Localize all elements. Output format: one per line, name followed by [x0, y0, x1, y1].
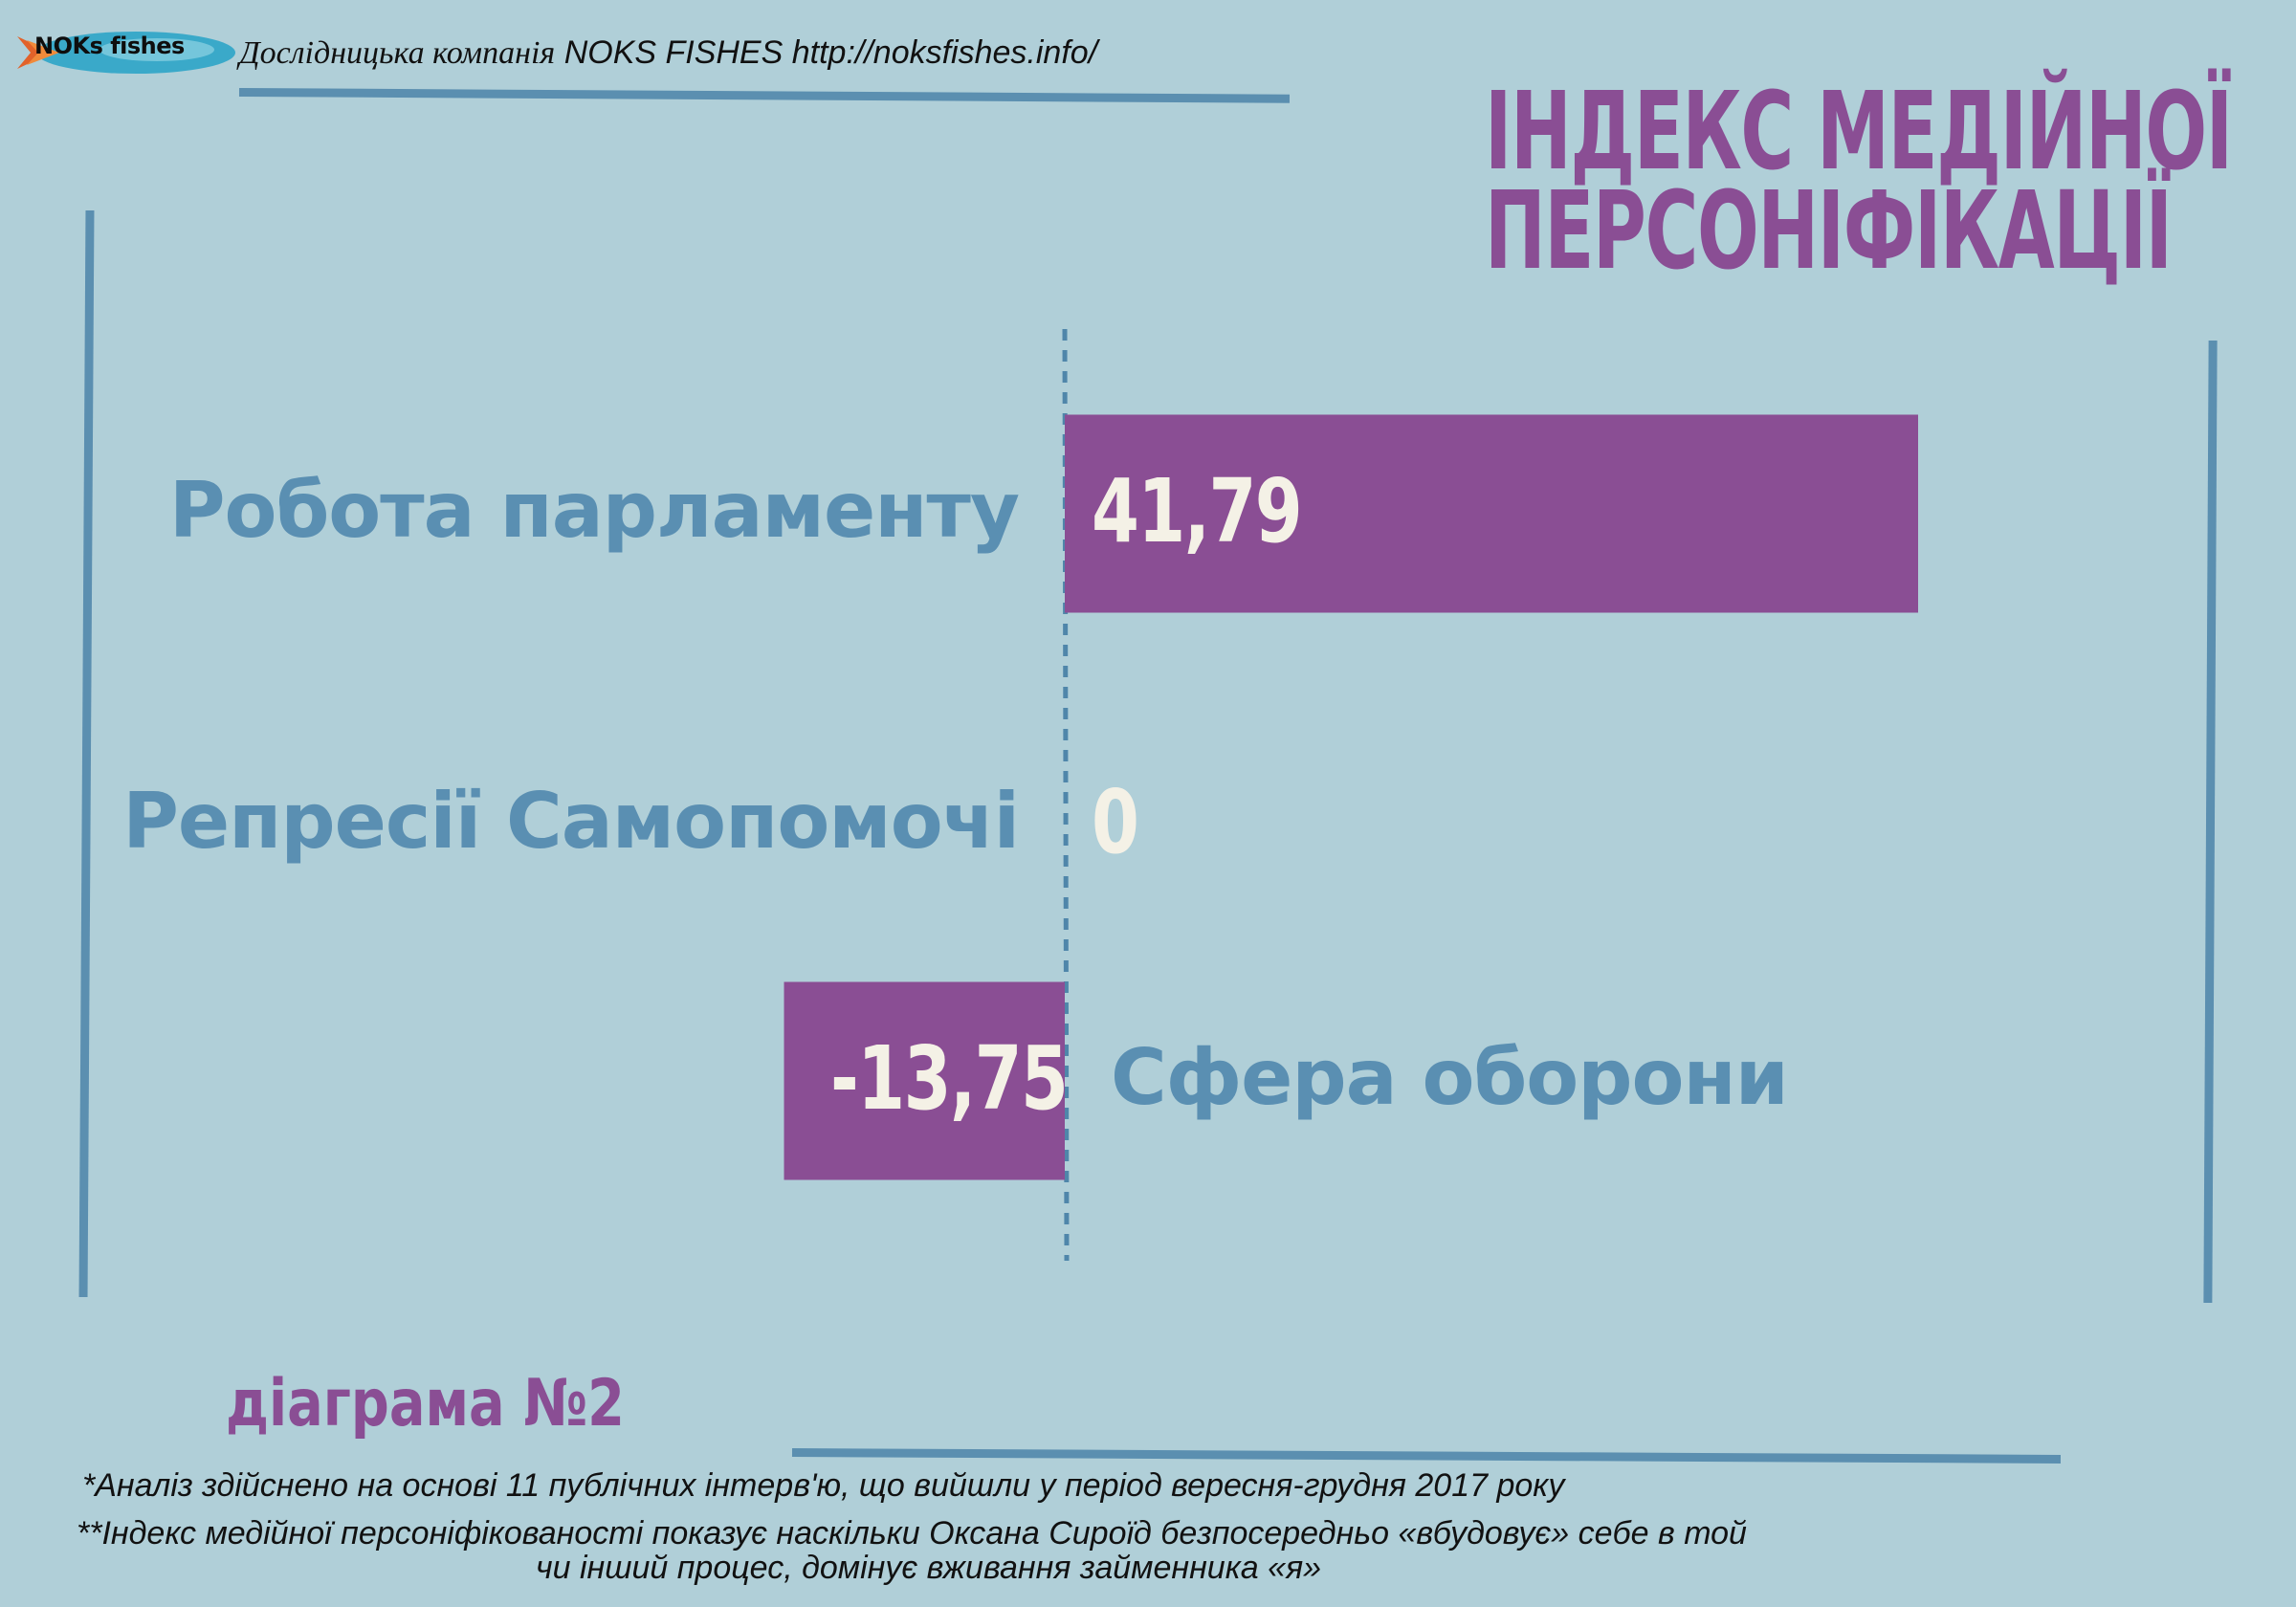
bar-1 [1065, 414, 1918, 613]
diagram-number: діаграма №2 [226, 1366, 625, 1442]
footnote-2-line-1: **Індекс медійної персоніфікованості пок… [77, 1515, 1747, 1552]
logo-text: NOKs fishes [34, 33, 185, 59]
bar-3 [784, 981, 1065, 1180]
noks-fishes-logo [13, 27, 235, 78]
value-label-2: 0 [1092, 771, 1139, 873]
value-label-1: 41,79 [1092, 460, 1303, 562]
category-label-1: Робота парламенту [168, 466, 1020, 555]
category-label-3: Сфера оборони [1111, 1033, 1789, 1122]
company-line: Дослідницька компанія NOKS FISHES http:/… [239, 34, 1097, 72]
footnote-1: *Аналіз здійснено на основі 11 публічних… [82, 1467, 1565, 1504]
footnote-2-line-2: чи інший процес, домінує вживання займен… [536, 1550, 1322, 1586]
company-prefix: Дослідницька компанія [239, 35, 556, 71]
category-label-2: Репресії Самопомочі [122, 777, 1020, 866]
company-name: NOKS FISHES http://noksfishes.info/ [563, 34, 1098, 71]
title-line-2: ПЕРСОНІФІКАЦІЇ [1485, 169, 2173, 294]
value-label-3: -13,75 [829, 1027, 1069, 1130]
